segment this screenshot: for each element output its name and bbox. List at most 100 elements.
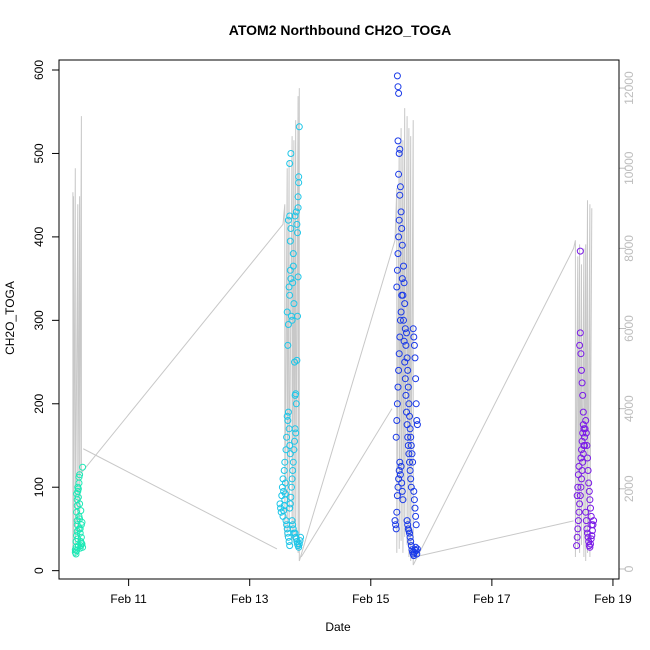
- data-point-series-2: [286, 504, 294, 512]
- axes-layer: 0 100 200 300 400 500 600 Feb 11 Feb 13 Feb 15 Feb…: [32, 60, 636, 606]
- altitude-connector-1: [82, 448, 278, 550]
- data-point-series-3: [395, 216, 403, 224]
- data-point-series-2: [283, 412, 291, 420]
- data-point-series-4: [574, 525, 582, 533]
- x-axis-label: Date: [325, 620, 351, 634]
- data-point-series-3: [395, 170, 403, 178]
- data-point-series-3: [412, 375, 420, 383]
- data-point-series-3: [401, 325, 409, 333]
- data-point-series-2: [292, 400, 300, 408]
- data-point-series-3: [393, 492, 401, 500]
- data-point-series-3: [403, 329, 410, 337]
- data-point-series-4: [587, 535, 595, 543]
- data-point-series-2: [295, 540, 303, 548]
- data-point-series-2: [281, 479, 289, 487]
- data-point-series-2: [286, 500, 294, 508]
- data-point-series-3: [413, 545, 421, 553]
- data-point-series-3: [401, 375, 409, 383]
- data-point-series-3: [412, 543, 420, 551]
- data-point-series-4: [574, 483, 582, 491]
- data-point-series-2: [280, 467, 288, 474]
- data-point-series-2: [288, 316, 296, 324]
- data-point-series-3: [399, 291, 407, 299]
- x-tick-label: Feb 17: [473, 592, 511, 606]
- y-tick-label: 0: [32, 567, 46, 574]
- data-point-series-2: [294, 193, 302, 201]
- data-point-series-2: [286, 160, 294, 167]
- chart-title: ATOM2 Northbound CH2O_TOGA: [229, 22, 451, 38]
- data-point-series-1: [75, 479, 83, 487]
- data-point-series-2: [284, 408, 292, 416]
- data-point-series-3: [410, 341, 418, 349]
- data-point-series-4: [575, 508, 583, 516]
- data-point-series-2: [280, 507, 288, 515]
- data-point-series-2: [289, 525, 297, 533]
- data-point-series-3: [404, 383, 412, 391]
- data-point-series-3: [406, 529, 413, 537]
- data-point-series-2: [288, 517, 296, 525]
- data-point-series-1: [74, 535, 82, 543]
- data-point-series-4: [573, 542, 581, 550]
- data-point-series-2: [283, 308, 291, 316]
- data-point-series-2: [291, 425, 299, 433]
- data-point-series-3: [401, 300, 409, 308]
- data-point-series-4: [573, 533, 581, 541]
- data-point-series-1: [79, 463, 87, 471]
- data-point-series-2: [286, 237, 294, 245]
- data-point-series-4: [586, 496, 594, 504]
- data-point-series-2: [290, 529, 298, 537]
- data-point-series-4: [576, 500, 584, 508]
- data-point-series-3: [393, 508, 401, 516]
- data-point-series-3: [395, 366, 403, 374]
- data-point-series-3: [406, 412, 413, 420]
- data-point-series-3: [396, 458, 404, 466]
- data-point-series-3: [407, 538, 415, 545]
- data-point-series-4: [577, 483, 585, 491]
- data-point-series-3: [405, 450, 413, 458]
- data-point-series-4: [577, 454, 585, 462]
- data-point-series-1: [77, 539, 85, 547]
- data-point-series-2: [285, 283, 293, 291]
- data-point-series-2: [289, 279, 297, 287]
- data-point-series-2: [289, 250, 297, 258]
- data-point-series-3: [412, 547, 420, 555]
- data-point-series-3: [394, 483, 402, 491]
- x-tick-label: Feb 13: [231, 592, 269, 606]
- data-point-series-3: [403, 517, 411, 525]
- data-point-series-1: [72, 550, 80, 558]
- altitude-connector-2: [300, 408, 393, 558]
- data-point-series-1: [76, 500, 84, 508]
- y2-tick-label: 8000: [622, 235, 636, 262]
- data-point-series-3: [393, 266, 401, 274]
- data-point-series-3: [409, 325, 417, 333]
- data-point-series-2: [283, 433, 291, 441]
- data-point-series-4: [576, 247, 584, 255]
- data-point-series-2: [288, 483, 295, 491]
- data-point-series-2: [290, 300, 298, 308]
- data-point-series-3: [412, 400, 420, 408]
- data-point-series-4: [575, 462, 583, 470]
- data-point-series-3: [404, 366, 412, 374]
- data-point-series-3: [404, 433, 412, 441]
- data-point-series-3: [406, 467, 414, 474]
- data-point-series-1: [77, 507, 85, 515]
- data-point-series-4: [579, 429, 587, 437]
- data-point-series-2: [276, 500, 284, 508]
- data-point-series-4: [590, 517, 598, 525]
- data-point-series-3: [392, 433, 400, 441]
- data-point-series-2: [291, 212, 299, 220]
- data-point-series-3: [395, 150, 403, 157]
- data-point-series-4: [583, 442, 591, 449]
- data-point-series-4: [582, 429, 590, 437]
- data-point-series-2: [287, 150, 295, 157]
- data-point-series-3: [397, 208, 405, 216]
- data-point-series-3: [394, 250, 402, 258]
- data-point-series-3: [413, 550, 421, 558]
- data-point-series-2: [284, 341, 292, 349]
- data-point-series-3: [393, 283, 401, 291]
- data-point-series-2: [297, 533, 305, 541]
- data-point-series-2: [286, 450, 294, 458]
- data-point-series-3: [398, 479, 406, 487]
- data-point-series-3: [396, 316, 404, 324]
- data-point-series-2: [289, 458, 297, 466]
